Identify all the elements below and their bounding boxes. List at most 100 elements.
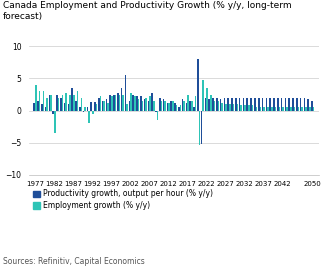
Bar (189, 101, 191, 111)
Bar (75, 101, 77, 111)
Bar (269, 98, 271, 111)
Bar (62, 94, 63, 111)
Bar (266, 98, 267, 111)
Bar (69, 94, 71, 111)
Bar (244, 105, 246, 111)
Bar (275, 107, 276, 111)
Bar (148, 101, 149, 111)
Bar (313, 107, 314, 111)
Bar (218, 101, 219, 111)
Bar (221, 103, 223, 111)
Text: Canada Employment and Productivity Growth (% y/y, long-term
forecast): Canada Employment and Productivity Growt… (3, 1, 292, 22)
Bar (35, 85, 36, 111)
Bar (48, 94, 50, 111)
Bar (103, 101, 105, 111)
Bar (155, 111, 157, 112)
Bar (252, 105, 254, 111)
Bar (240, 105, 242, 111)
Bar (256, 107, 257, 111)
Bar (37, 101, 39, 111)
Bar (170, 101, 172, 111)
Bar (233, 104, 234, 111)
Bar (54, 111, 56, 133)
Bar (58, 98, 59, 111)
Bar (271, 107, 273, 111)
Bar (157, 111, 158, 120)
Bar (248, 105, 250, 111)
Bar (138, 99, 139, 111)
Bar (216, 98, 218, 111)
Bar (227, 98, 229, 111)
Bar (43, 91, 44, 111)
Bar (201, 111, 202, 144)
Bar (56, 94, 58, 111)
Bar (115, 94, 116, 111)
Bar (136, 96, 138, 111)
Bar (277, 98, 279, 111)
Bar (33, 103, 35, 111)
Bar (193, 107, 195, 111)
Bar (167, 103, 168, 111)
Bar (87, 107, 88, 111)
Bar (134, 96, 136, 111)
Bar (304, 98, 305, 111)
Bar (119, 94, 120, 111)
Bar (172, 101, 174, 111)
Bar (45, 107, 46, 111)
Bar (41, 104, 43, 111)
Bar (102, 101, 103, 111)
Bar (305, 107, 307, 111)
Bar (282, 107, 284, 111)
Bar (307, 99, 309, 111)
Bar (224, 98, 225, 111)
Bar (92, 111, 94, 114)
Bar (285, 98, 286, 111)
Bar (117, 93, 119, 111)
Bar (174, 103, 176, 111)
Bar (39, 91, 40, 111)
Bar (84, 107, 86, 111)
Bar (187, 94, 189, 111)
Bar (182, 99, 183, 111)
Bar (68, 104, 69, 111)
Bar (125, 75, 126, 111)
Bar (98, 98, 100, 111)
Bar (183, 101, 185, 111)
Bar (65, 93, 67, 111)
Bar (111, 96, 113, 111)
Bar (235, 98, 237, 111)
Bar (144, 99, 145, 111)
Bar (168, 103, 170, 111)
Bar (121, 88, 123, 111)
Bar (110, 94, 111, 111)
Bar (225, 104, 227, 111)
Bar (212, 98, 214, 111)
Bar (130, 93, 132, 111)
Bar (259, 107, 261, 111)
Bar (126, 104, 128, 111)
Bar (106, 99, 107, 111)
Bar (176, 105, 177, 111)
Bar (178, 107, 180, 111)
Bar (79, 107, 81, 111)
Bar (88, 111, 90, 123)
Bar (214, 101, 215, 111)
Bar (309, 107, 311, 111)
Bar (128, 101, 130, 111)
Bar (151, 93, 153, 111)
Bar (96, 104, 98, 111)
Bar (239, 98, 240, 111)
Bar (195, 96, 196, 111)
Bar (94, 102, 96, 111)
Bar (191, 101, 193, 111)
Bar (202, 80, 204, 111)
Bar (231, 98, 233, 111)
Bar (180, 105, 181, 111)
Bar (298, 107, 299, 111)
Bar (140, 96, 141, 111)
Bar (296, 98, 298, 111)
Bar (301, 107, 303, 111)
Bar (237, 104, 238, 111)
Bar (246, 98, 248, 111)
Bar (220, 99, 221, 111)
